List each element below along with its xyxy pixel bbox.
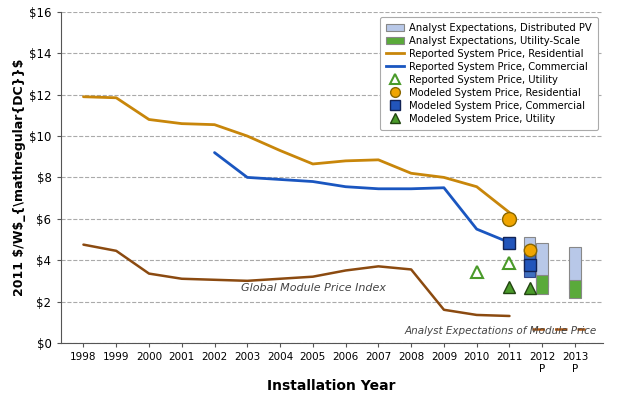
Bar (524, 237, 536, 263)
Bar (569, 280, 581, 298)
Y-axis label: 2011 $/W$_{\mathregular{DC}}$: 2011 $/W$_{\mathregular{DC}}$ (13, 59, 26, 296)
Bar (569, 247, 581, 289)
Text: Analyst Expectations of Module Price: Analyst Expectations of Module Price (404, 326, 597, 336)
Bar (536, 275, 549, 294)
Text: Global Module Price Index: Global Module Price Index (241, 283, 386, 293)
Bar (524, 253, 536, 277)
Bar (536, 242, 549, 287)
Legend: Analyst Expectations, Distributed PV, Analyst Expectations, Utility-Scale, Repor: Analyst Expectations, Distributed PV, An… (380, 17, 598, 130)
X-axis label: Installation Year: Installation Year (268, 379, 396, 393)
